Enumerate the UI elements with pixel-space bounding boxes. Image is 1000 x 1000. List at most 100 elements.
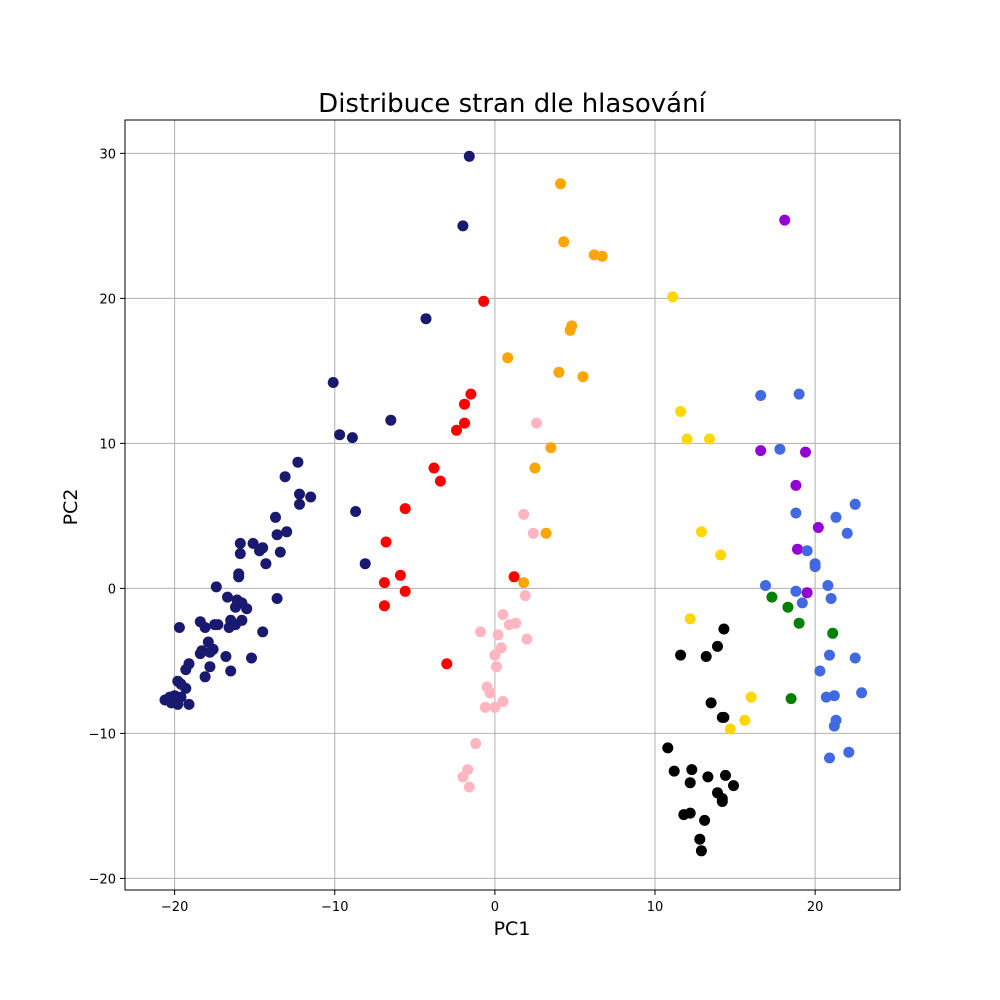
point-orange [596,250,608,262]
x-tick-label: 10 [647,900,664,915]
point-orange [518,577,530,589]
point-gold [715,549,727,561]
point-red [378,577,390,589]
point-navy [254,545,265,557]
point-navy [292,456,304,468]
point-navy [234,537,246,549]
point-royalblue [790,585,802,597]
y-tick-label: 20 [99,292,116,307]
y-tick-label: 10 [99,437,116,452]
point-pink [521,633,533,645]
point-black [684,777,696,789]
point-pink [470,738,482,749]
x-tick-label: −10 [321,900,348,915]
point-royalblue [841,527,853,539]
point-navy [247,537,259,549]
point-red [508,571,520,583]
point-orange [545,442,557,454]
point-navy [209,619,221,631]
series-gold [667,291,757,735]
point-navy [234,548,246,560]
point-gold [681,433,693,445]
point-pink [479,701,491,713]
y-tick-label: 30 [99,147,116,162]
point-orange [555,178,566,190]
point-royalblue [828,720,840,732]
point-royalblue [822,580,834,591]
point-green [827,627,839,639]
point-red [459,398,470,410]
point-pink [531,417,542,429]
series-pink [457,417,542,793]
point-navy [230,601,241,613]
point-purple [801,587,813,599]
point-royalblue [796,597,808,609]
series-orange [502,178,608,589]
point-pink [475,626,486,638]
point-navy [204,646,216,658]
point-navy [210,581,222,593]
point-black [718,711,730,723]
point-navy [270,511,281,523]
point-gold [695,526,707,538]
series-black [662,623,739,857]
point-navy [180,682,192,694]
point-navy [246,652,257,664]
point-red [378,600,390,612]
point-gold [724,723,736,735]
point-navy [257,626,269,638]
point-orange [553,366,565,378]
series-purple [755,214,824,599]
point-navy [294,488,305,500]
point-orange [502,352,514,364]
point-orange [558,236,570,248]
point-green [785,693,797,705]
point-red [399,503,411,515]
point-red [478,295,490,307]
point-royalblue [809,561,821,573]
point-red [459,417,470,429]
point-royalblue [774,443,786,455]
point-black [728,780,739,792]
point-black [695,845,707,857]
point-navy [350,506,362,517]
point-navy [194,648,206,660]
point-navy [233,571,245,583]
point-black [694,833,706,845]
point-purple [812,522,824,533]
point-royalblue [856,687,868,699]
point-navy [457,220,469,232]
point-purple [800,446,811,458]
point-navy [180,664,192,676]
point-navy [346,432,358,444]
point-green [782,601,794,613]
point-navy [274,546,286,558]
point-red [434,475,446,487]
point-black [668,765,680,777]
point-gold [684,613,696,625]
grid-lines [125,120,900,890]
point-pink [497,609,509,620]
point-royalblue [825,593,837,604]
y-tick-label: −20 [89,872,116,887]
point-royalblue [830,511,842,523]
point-navy [305,491,317,503]
point-navy [327,377,339,388]
y-tick-label: 0 [108,582,116,597]
point-black [720,769,731,781]
point-red [465,388,477,400]
point-navy [170,694,182,706]
series-royalblue [755,388,868,764]
point-pink [497,696,509,707]
point-black [675,649,687,661]
point-royalblue [755,390,767,401]
point-gold [745,691,757,703]
point-royalblue [828,690,840,702]
point-navy [241,603,253,615]
point-royalblue [849,498,861,510]
point-pink [518,508,530,520]
point-purple [792,543,803,555]
point-pink [495,642,507,654]
point-pink [527,527,539,539]
